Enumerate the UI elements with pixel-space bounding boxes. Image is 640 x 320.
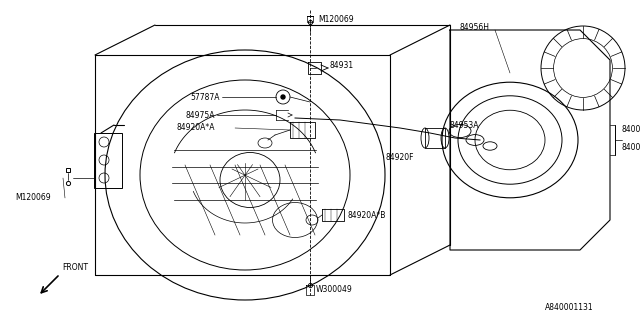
Text: W300049: W300049: [316, 285, 353, 294]
Text: 84953A: 84953A: [450, 122, 479, 131]
Text: 84001A<RH>: 84001A<RH>: [622, 125, 640, 134]
Circle shape: [281, 95, 285, 99]
Text: 84001B<LH>: 84001B<LH>: [622, 143, 640, 153]
Text: M120069: M120069: [15, 194, 51, 203]
Text: 84931: 84931: [330, 61, 354, 70]
Text: A840001131: A840001131: [545, 303, 594, 313]
Text: M120069: M120069: [318, 15, 354, 25]
Text: 84920A*A: 84920A*A: [177, 124, 215, 132]
Text: 84975A: 84975A: [186, 110, 215, 119]
Bar: [94, 133, 122, 188]
Text: FRONT: FRONT: [62, 263, 88, 273]
Text: 84920A*B: 84920A*B: [348, 211, 387, 220]
Text: 57787A: 57787A: [191, 92, 220, 101]
Text: 84920F: 84920F: [385, 154, 413, 163]
Text: 84956H: 84956H: [460, 23, 490, 33]
